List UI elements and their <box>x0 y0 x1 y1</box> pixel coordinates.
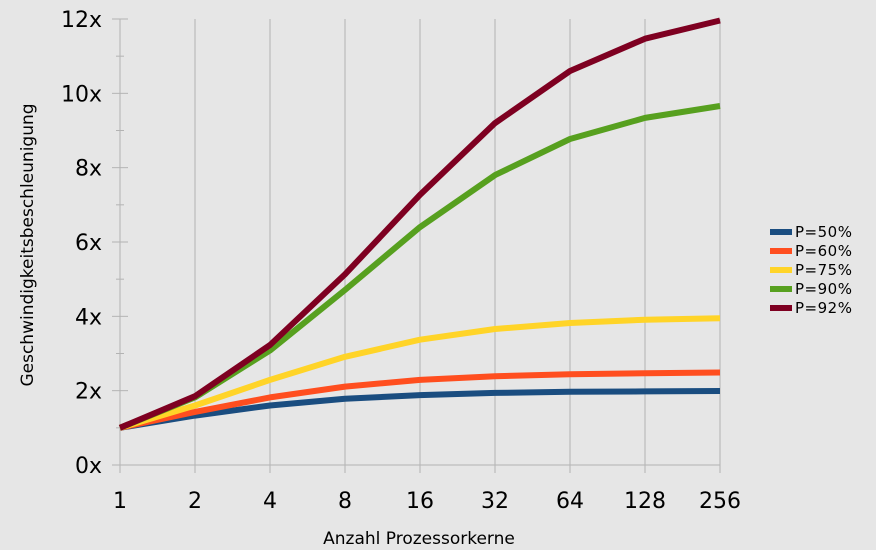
legend-label-0: P=50% <box>795 223 852 241</box>
axes <box>119 19 721 473</box>
legend-swatch-4 <box>770 305 792 311</box>
y-axis-title: Geschwindigkeitsbeschleunigung <box>18 103 38 386</box>
x-tick-label: 64 <box>556 489 584 514</box>
series-line-1 <box>119 369 721 431</box>
y-axis-tick-labels: 0x 2x 4x 6x 8x 10x 12x <box>61 8 102 479</box>
x-tick-label: 32 <box>481 489 509 514</box>
gridlines <box>194 19 721 465</box>
x-tick-label: 2 <box>188 489 202 514</box>
x-axis-title: Anzahl Prozessorkerne <box>323 529 515 549</box>
legend-label-1: P=60% <box>795 242 852 260</box>
series-line-2 <box>119 315 721 431</box>
x-tick-label: 256 <box>699 489 741 514</box>
x-axis-tick-labels: 1 2 4 8 16 32 64 128 256 <box>113 489 741 514</box>
series-line-0 <box>119 388 721 431</box>
legend-swatch-3 <box>770 286 792 292</box>
x-tick-label: 8 <box>338 489 352 514</box>
series-line-4 <box>118 17 721 431</box>
legend: P=50%P=60%P=75%P=90%P=92% <box>770 223 852 317</box>
legend-label-3: P=90% <box>795 280 852 298</box>
y-tick-label: 4x <box>75 305 102 330</box>
x-tick-label: 128 <box>624 489 666 514</box>
x-tick-label: 4 <box>263 489 277 514</box>
y-tick-label: 2x <box>75 380 102 405</box>
legend-swatch-1 <box>770 248 792 254</box>
y-tick-label: 12x <box>61 8 102 33</box>
x-tick-label: 1 <box>113 489 127 514</box>
legend-label-4: P=92% <box>795 299 852 317</box>
y-tick-label: 0x <box>75 454 102 479</box>
legend-swatch-0 <box>770 229 792 235</box>
x-tick-label: 16 <box>406 489 434 514</box>
y-tick-label: 6x <box>75 231 102 256</box>
y-tick-label: 8x <box>75 157 102 182</box>
legend-label-2: P=75% <box>795 261 852 279</box>
y-tick-label: 10x <box>61 82 102 107</box>
series-lines <box>118 17 721 431</box>
legend-swatch-2 <box>770 267 792 273</box>
